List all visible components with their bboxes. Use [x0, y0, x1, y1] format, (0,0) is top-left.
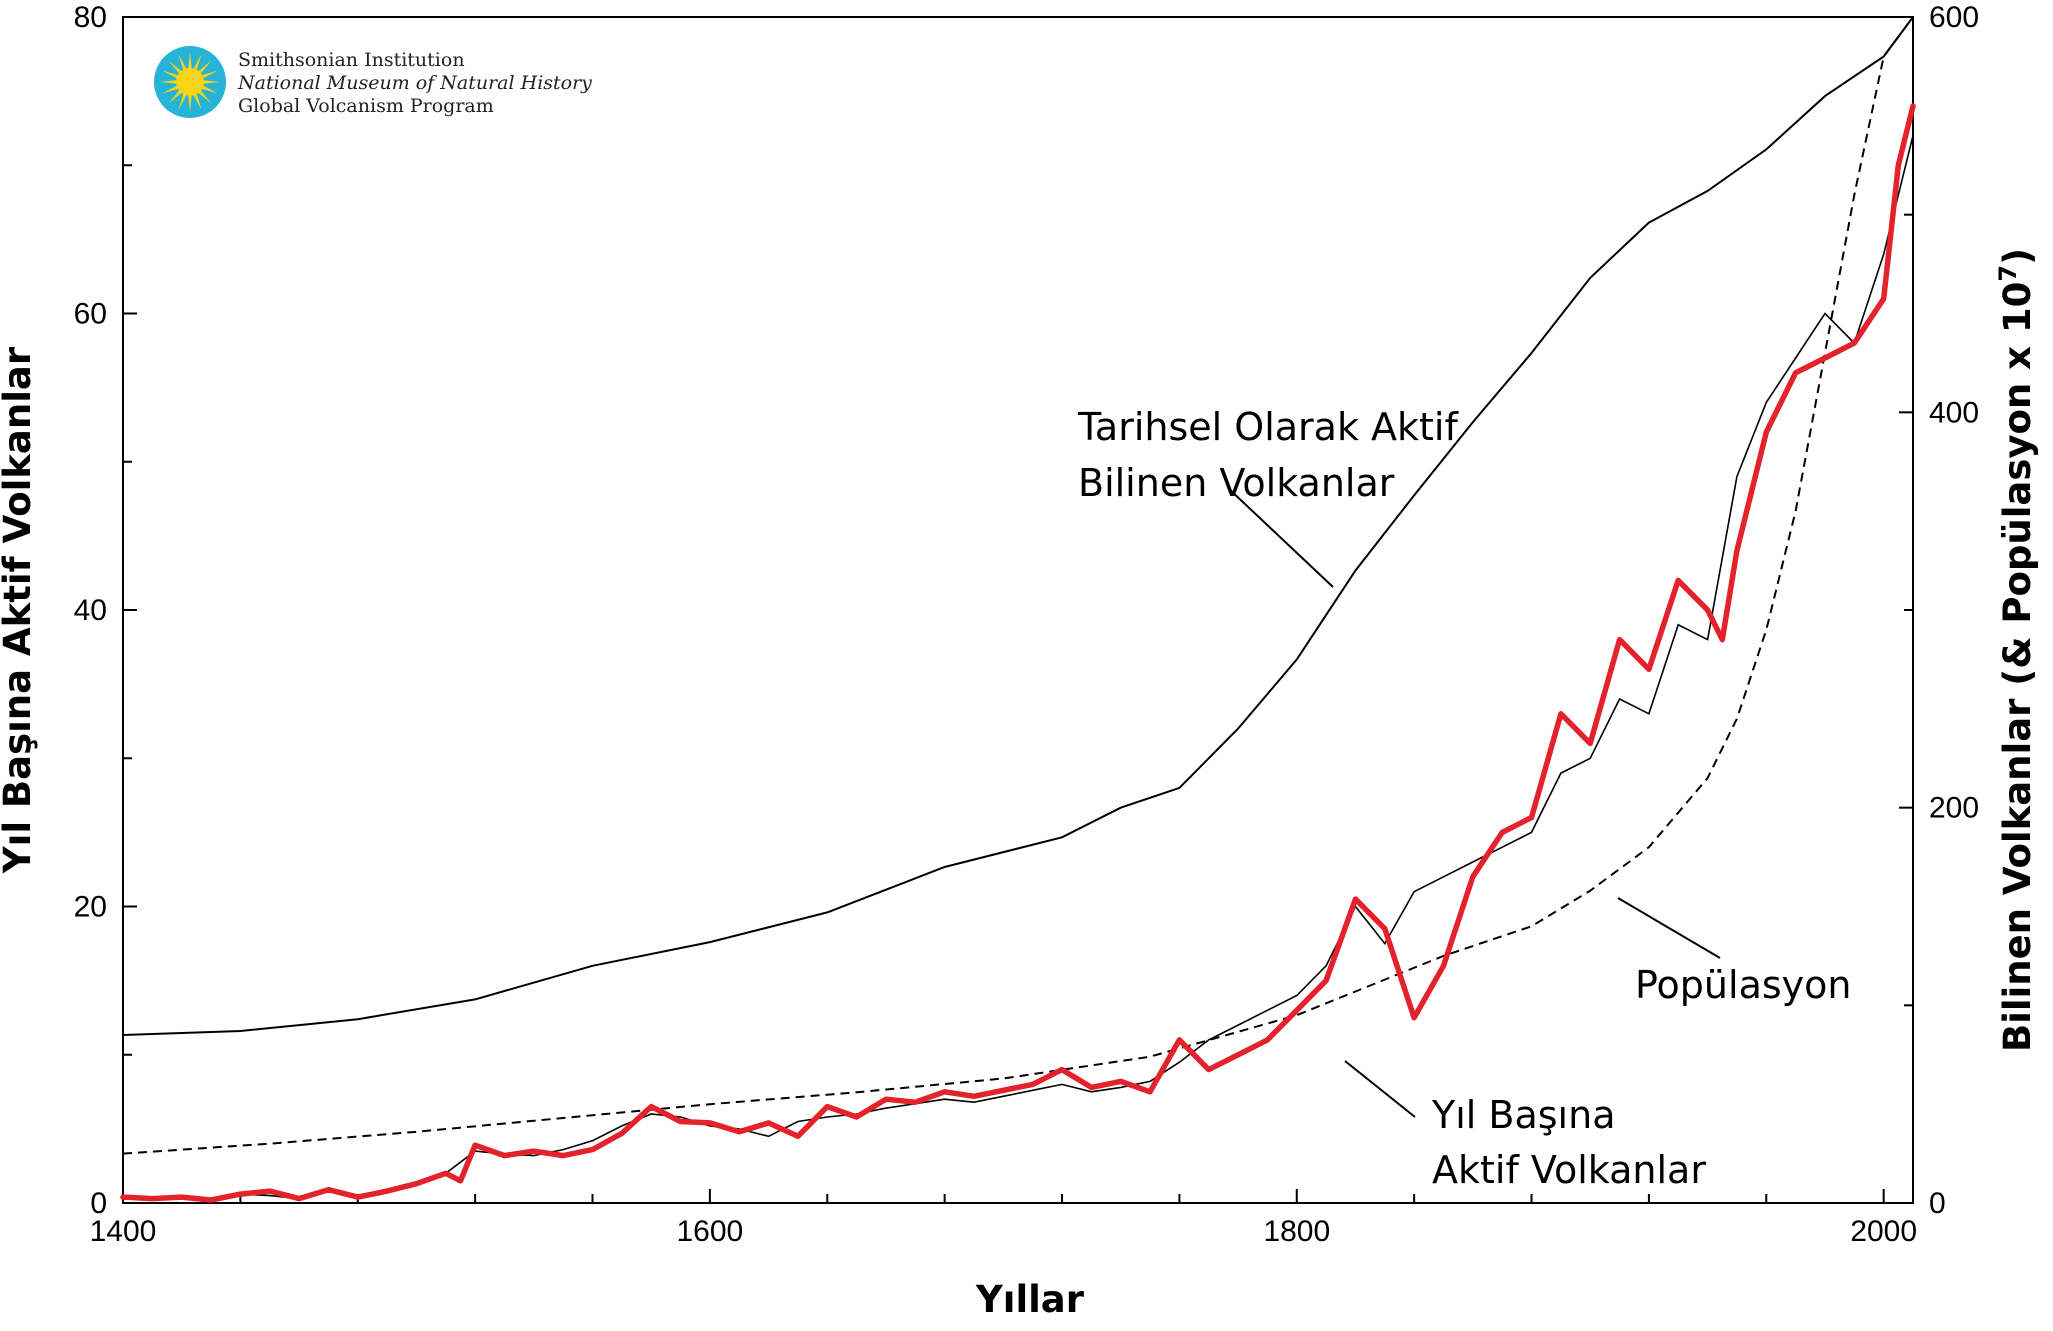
x-tick-label: 1600 [677, 1215, 744, 1248]
x-tick-label: 1800 [1263, 1215, 1330, 1248]
sun-ray-icon [202, 80, 220, 84]
annotation-active-volcanoes-pointer [1344, 1060, 1416, 1118]
left-tick-label: 20 [74, 891, 107, 924]
left-tick-label: 40 [74, 594, 107, 627]
sun-ray-icon [193, 93, 202, 110]
sun-ray-icon [168, 89, 183, 104]
sun-rays-icon [160, 52, 220, 112]
sun-ray-icon [188, 94, 192, 112]
left-y-axis: 0 20 40 60 80 [74, 1, 137, 1220]
sun-ray-icon [178, 93, 187, 110]
annotation-active-volcanoes-line-1: Yıl Başına [1431, 1093, 1616, 1137]
series-layer [120, 16, 1916, 1203]
x-axis-title: Yıllar [975, 1278, 1085, 1321]
x-tick-label: 1400 [90, 1215, 157, 1248]
x-tick-label: 2000 [1850, 1215, 1917, 1248]
left-tick-label: 60 [74, 298, 107, 331]
active-volcanoes-average-line [120, 103, 1916, 1203]
right-y-axis-title-exponent: 7 [1994, 265, 2022, 282]
logo-line-3: Global Volcanism Program [238, 95, 494, 117]
right-y-axis-title: Bilinen Volkanlar (& Popülasyon x 107) [1994, 248, 2039, 1052]
sun-ray-icon [201, 85, 218, 94]
right-y-axis-title-close: ) [1996, 248, 2039, 265]
smithsonian-logo: Smithsonian Institution National Museum … [154, 46, 592, 118]
annotation-known-volcanoes-line-1: Tarihsel Olarak Aktif [1077, 405, 1459, 449]
right-y-axis: 0 200 400 600 [1899, 1, 1979, 1220]
annotation-population-pointer [1617, 897, 1721, 959]
right-tick-label: 400 [1929, 396, 1979, 429]
sun-ray-icon [201, 70, 218, 79]
annotation-active-volcanoes-line-2: Aktif Volkanlar [1432, 1148, 1706, 1192]
sun-ray-icon [162, 70, 179, 79]
right-tick-label: 0 [1929, 1187, 1946, 1220]
left-y-axis-title: Yıl Başına Aktif Volkanlar [0, 346, 39, 874]
right-tick-label: 600 [1929, 1, 1979, 34]
plot-frame [122, 16, 1914, 1204]
logo-line-2: National Museum of Natural History [237, 72, 592, 94]
sun-ray-icon [160, 80, 178, 84]
sun-ray-icon [162, 85, 179, 94]
sun-ray-icon [178, 54, 187, 71]
left-tick-label: 0 [90, 1187, 107, 1220]
right-y-axis-title-base: Bilinen Volkanlar (& Popülasyon x 10 [1996, 282, 2039, 1052]
annotation-known-volcanoes-pointer [1227, 487, 1334, 588]
annotation-population: Popülasyon [1635, 963, 1851, 1007]
sun-ray-icon [168, 60, 183, 75]
population-line [122, 16, 1914, 1155]
known-volcanoes-line [122, 16, 1914, 1036]
sun-ray-icon [188, 52, 192, 70]
x-axis: 1400 1600 1800 2000 [90, 1189, 1917, 1248]
logo-line-1: Smithsonian Institution [238, 49, 465, 71]
sun-ray-icon [197, 60, 212, 75]
right-tick-label: 200 [1929, 792, 1979, 825]
left-tick-label: 80 [74, 1, 107, 34]
annotation-known-volcanoes-line-2: Bilinen Volkanlar [1078, 461, 1395, 505]
sun-ray-icon [197, 89, 212, 104]
sun-ray-icon [193, 54, 202, 71]
